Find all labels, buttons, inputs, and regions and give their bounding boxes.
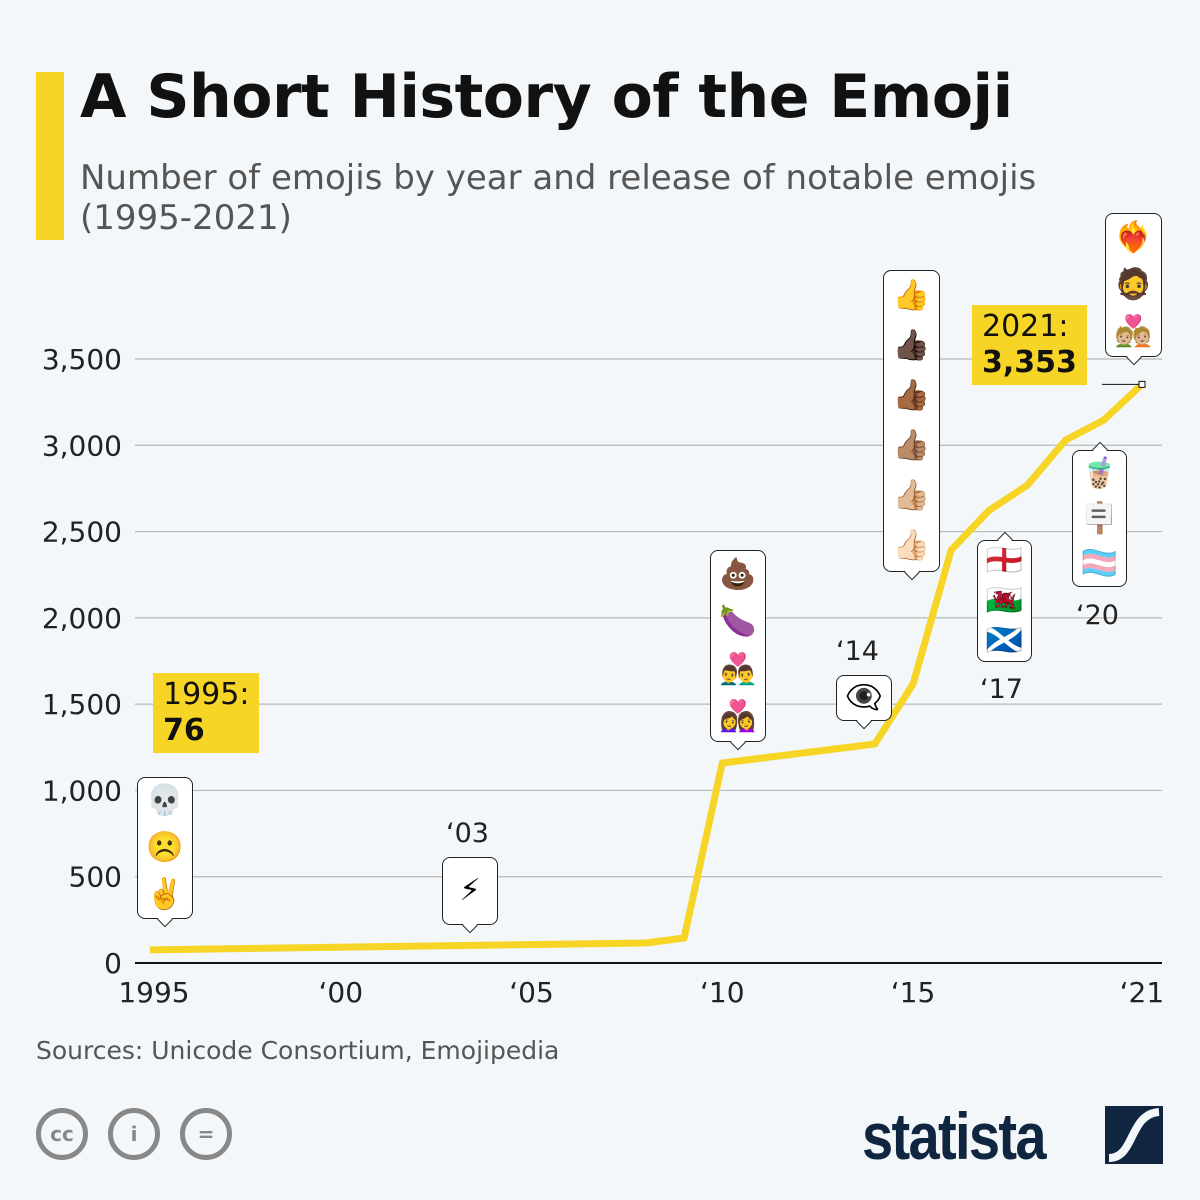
emoji-icon: 👍🏾	[892, 378, 931, 413]
emoji-icon: 🧔	[1114, 266, 1153, 302]
callout-1995: 1995: 76	[153, 673, 260, 753]
y-tick-label: 500	[69, 861, 122, 894]
emoji-icon: 👍🏽	[892, 428, 931, 463]
emoji-icon: 🪧	[1080, 500, 1119, 536]
statista-logo-mark-icon	[1105, 1106, 1163, 1164]
emoji-icon: ✌️	[146, 876, 184, 912]
x-tick-label: ‘00	[318, 976, 363, 1009]
emoji-icon: ❤️‍🔥	[1114, 219, 1153, 255]
emoji-icon: ☹️	[146, 829, 184, 865]
emoji-annotation: 👁️‍🗨️	[836, 675, 892, 721]
emoji-icon: 🏳️‍⚧️	[1080, 545, 1119, 581]
y-tick-label: 2,000	[42, 602, 122, 635]
no-derivatives-icon[interactable]: =	[180, 1108, 232, 1160]
emoji-icon: 👩‍❤️‍👩	[719, 699, 757, 735]
annotation-year-label: ‘17	[980, 674, 1023, 705]
emoji-icon: 🏴󠁧󠁢󠁥󠁮󠁧󠁿	[985, 543, 1024, 578]
callout-year: 2021:	[982, 309, 1069, 344]
emoji-icon: 🍆	[719, 604, 757, 640]
subtitle: Number of emojis by year and release of …	[80, 158, 1037, 238]
y-tick-label: 2,500	[42, 516, 122, 549]
emoji-icon: 💑🏼	[1114, 314, 1153, 350]
x-tick-label: ‘05	[509, 976, 554, 1009]
emoji-annotation: 💩 🍆 👨‍❤️‍👨 👩‍❤️‍👩	[710, 550, 766, 742]
emoji-icon: ⚡	[459, 873, 481, 908]
callout-value: 3,353	[982, 345, 1077, 380]
emoji-icon: 👍🏻	[892, 528, 931, 563]
annotation-year-label: ‘14	[836, 636, 879, 667]
emoji-annotation: 🏴󠁧󠁢󠁥󠁮󠁧󠁿 🏴󠁧󠁢󠁷󠁬󠁳󠁿 🏴󠁧󠁢󠁳󠁣󠁴󠁿	[977, 540, 1032, 662]
accent-bar	[36, 72, 64, 240]
emoji-icon: 🏴󠁧󠁢󠁳󠁣󠁴󠁿	[985, 623, 1024, 658]
cc-icon[interactable]: cc	[36, 1108, 88, 1160]
x-tick-label: ‘15	[891, 976, 936, 1009]
annotation-year-label: ‘03	[446, 818, 489, 849]
y-tick-label: 3,500	[42, 343, 122, 376]
emoji-icon: 🧋	[1080, 455, 1119, 491]
emoji-icon: 💀	[146, 783, 184, 819]
emoji-icon: 👨‍❤️‍👨	[719, 651, 757, 687]
emoji-annotation: 👍 👍🏿 👍🏾 👍🏽 👍🏼 👍🏻	[883, 270, 940, 572]
emoji-icon: 👍🏿	[892, 328, 931, 363]
y-tick-label: 1,000	[42, 774, 122, 807]
page-title: A Short History of the Emoji	[80, 62, 1013, 132]
data-line	[149, 381, 1145, 954]
callout-2021: 2021: 3,353	[972, 305, 1087, 385]
source-note: Sources: Unicode Consortium, Emojipedia	[36, 1036, 560, 1065]
x-tick-label: 1995	[118, 976, 189, 1009]
attribution-icon[interactable]: i	[108, 1108, 160, 1160]
callout-value: 76	[163, 713, 205, 748]
x-tick-label: ‘10	[700, 976, 745, 1009]
end-marker	[1138, 380, 1146, 388]
x-tick-label: ‘21	[1120, 976, 1165, 1009]
statista-logo[interactable]: statista	[862, 1099, 1047, 1173]
emoji-icon: 💩	[719, 556, 757, 592]
y-tick-label: 1,500	[42, 688, 122, 721]
emoji-annotation: ⚡	[442, 857, 498, 925]
y-tick-label: 0	[104, 947, 122, 980]
emoji-annotation: 💀 ☹️ ✌️	[137, 777, 193, 919]
annotation-year-label: ‘20	[1076, 600, 1119, 631]
emoji-annotation: ❤️‍🔥 🧔 💑🏼	[1105, 213, 1162, 357]
emoji-icon: 👁️‍🗨️	[845, 680, 883, 715]
emoji-icon: 👍🏼	[892, 478, 931, 513]
callout-year: 1995:	[163, 677, 250, 712]
y-tick-label: 3,000	[42, 429, 122, 462]
emoji-annotation: 🧋 🪧 🏳️‍⚧️	[1072, 450, 1127, 587]
emoji-icon: 🏴󠁧󠁢󠁷󠁬󠁳󠁿	[985, 583, 1024, 618]
emoji-icon: 👍	[892, 278, 931, 313]
